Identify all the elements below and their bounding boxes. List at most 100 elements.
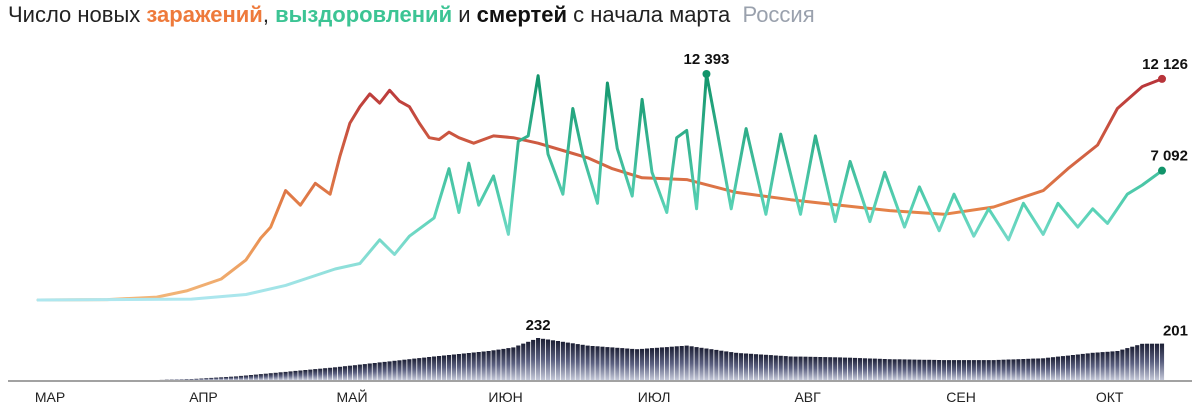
deaths-bar [1090,352,1095,380]
deaths-bar [506,348,511,380]
deaths-bar [743,353,749,380]
deaths-bar [981,360,986,380]
deaths-bar [491,350,496,380]
line-series [36,72,1164,302]
deaths-bar [555,341,560,380]
annotation-dot [702,70,711,78]
deaths-bar [664,347,669,380]
deaths-bar [635,349,640,380]
deaths-bar [238,375,244,380]
deaths-bar [857,358,863,380]
deaths-bar [303,370,308,380]
deaths-bar [674,346,679,380]
deaths-bar [342,366,348,380]
deaths-bar [719,350,724,380]
deaths-bar [1055,356,1061,380]
deaths-bar [1050,357,1056,380]
deaths-bar [788,356,793,380]
deaths-bar [367,363,372,380]
deaths-bar [768,355,773,380]
deaths-bar [451,354,456,380]
deaths-bar [253,374,258,380]
deaths-bar [461,353,466,380]
deaths-bar [937,360,942,380]
deaths-bar [679,346,684,380]
deaths-bar [669,346,674,380]
deaths-bar [847,357,853,380]
deaths-bar [456,354,461,380]
deaths-bar [352,365,357,380]
deaths-bar [337,366,343,380]
x-tick-label: ИЮН [488,389,522,405]
infections-line [36,77,1164,302]
deaths-bar [194,378,199,380]
x-tick-label: МАР [35,389,65,405]
deaths-bar [214,377,219,380]
deaths-bar [961,360,967,380]
deaths-bar [818,357,823,380]
deaths-bar [308,369,313,380]
deaths-bar [1041,358,1046,380]
deaths-bar [1011,359,1016,380]
deaths-bar [828,357,833,380]
deaths-bar [511,347,516,380]
deaths-bar [1105,351,1110,380]
deaths-bar [268,373,273,380]
deaths-bar [298,370,303,380]
deaths-bar [377,362,382,380]
deaths-bar [412,358,417,380]
deaths-bar [233,376,239,380]
deaths-bar [640,348,645,380]
deaths-bar [1115,351,1120,380]
deaths-bar [1125,348,1130,380]
deaths-bar [189,379,194,380]
deaths-bar [704,348,709,380]
deaths-bar [1031,358,1036,380]
deaths-bar [278,372,283,380]
deaths-bar [996,359,1001,380]
deaths-bar [501,348,506,380]
deaths-bar [684,345,689,380]
deaths-bar [907,359,912,380]
x-tick-label: ИЮЛ [638,389,671,405]
deaths-bar [521,343,526,380]
deaths-bar [580,344,585,380]
deaths-bar [758,354,763,380]
deaths-bar [610,347,615,380]
deaths-bar [1036,358,1041,380]
deaths-bar [630,348,635,380]
deaths-bar [540,338,546,380]
annotations: 12 393 12 126 7 092 232 201 [526,51,1188,340]
deaths-bar [392,360,397,380]
deaths-bar [709,349,714,380]
x-axis-ticks: МАР АПР МАЙ ИЮН ИЮЛ АВГ СЕН ОКТ [35,388,1124,405]
deaths-bar [753,354,759,380]
deaths-bar [526,341,531,380]
deaths-bar [887,359,892,380]
deaths-bar [971,360,976,380]
deaths-bar [966,360,971,380]
deaths-bar [615,347,620,380]
deaths-bar [471,352,476,380]
deaths-bar [872,358,877,380]
deaths-bar [689,346,694,380]
deaths-bar [446,355,452,380]
deaths-bar [714,349,719,380]
deaths-bar [476,352,481,380]
x-tick-label: АВГ [794,389,821,405]
title-prefix: Число новых [8,2,147,27]
annotation-dot [1158,74,1166,83]
deaths-bar [536,338,541,380]
annotation-label: 7 092 [1150,148,1188,165]
deaths-bar [843,357,848,380]
deaths-bar [258,374,263,380]
deaths-bar [917,359,922,380]
deaths-bar [986,360,991,380]
deaths-bar [932,359,937,380]
deaths-bar [902,359,907,380]
deaths-bar [1140,343,1145,380]
deaths-bar [248,375,253,380]
deaths-bar [466,353,471,380]
deaths-bar [649,348,655,380]
deaths-bar [595,346,600,380]
